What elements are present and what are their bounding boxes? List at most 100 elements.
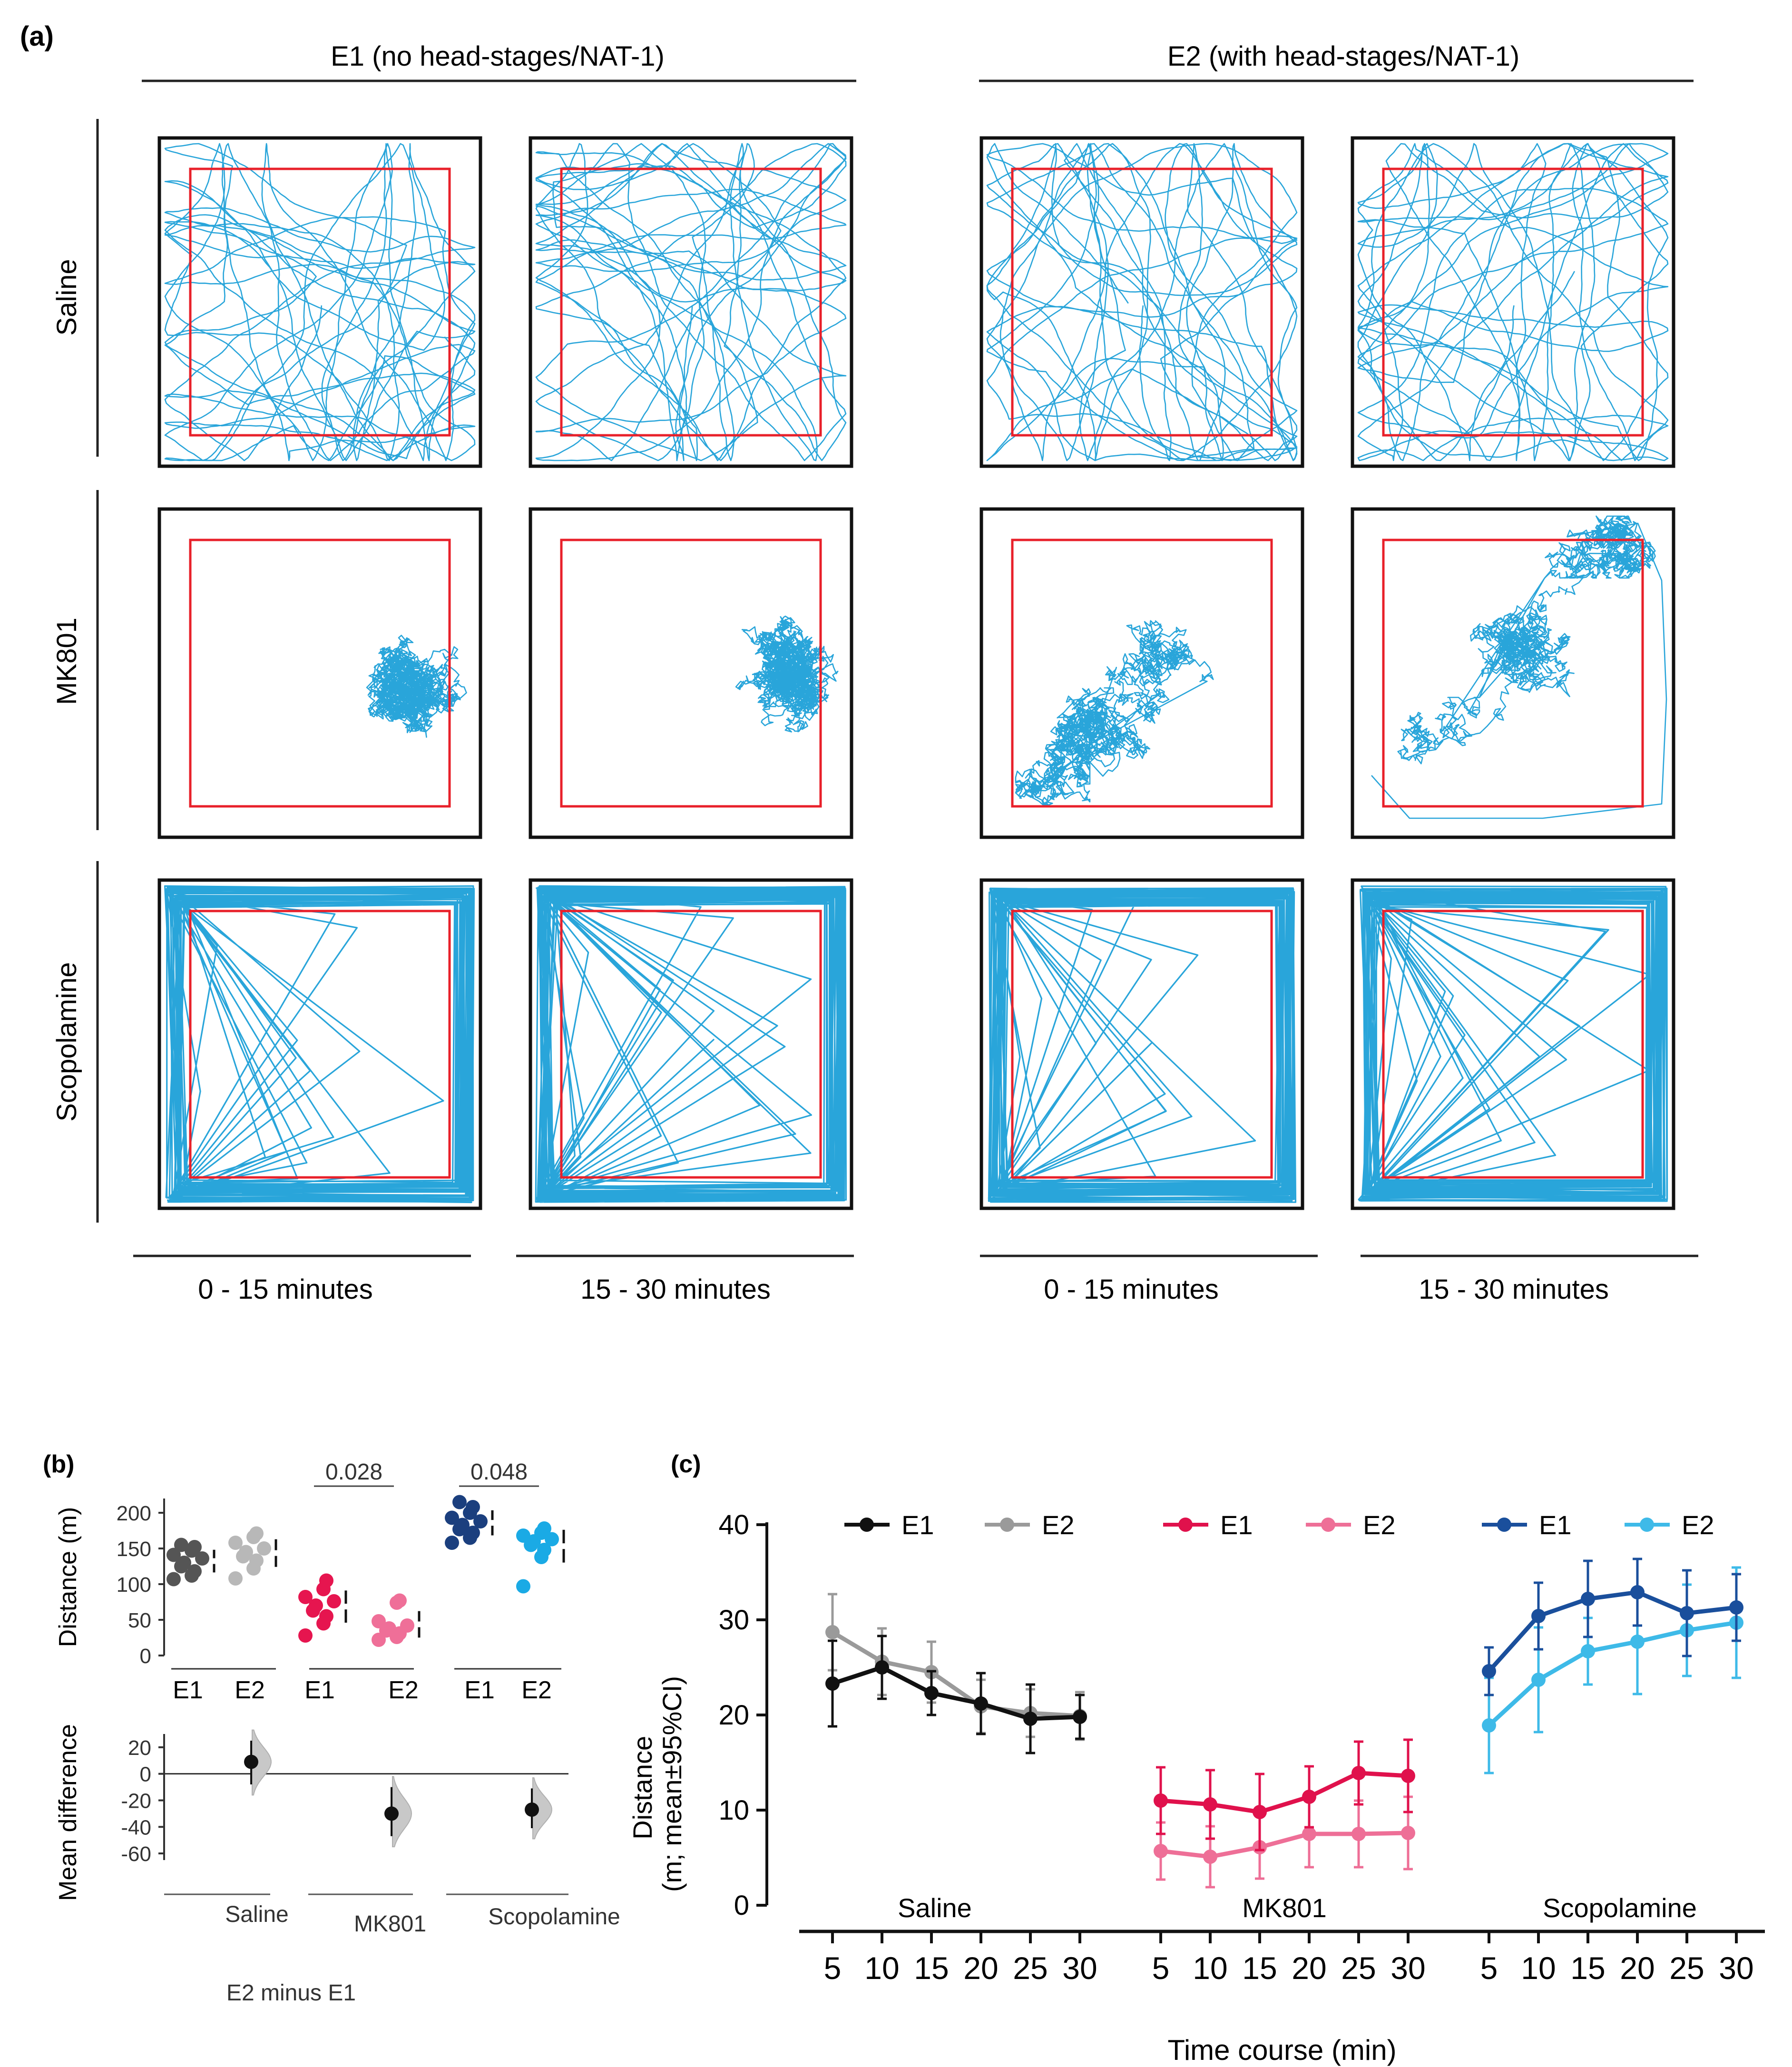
- b-bot-mean-diff-point: [244, 1754, 258, 1769]
- panel-a-label: (a): [20, 21, 54, 52]
- c-series-line: [1160, 1771, 1409, 1814]
- b-top-point: [537, 1543, 551, 1557]
- c-x-tick-label: 15: [1242, 1950, 1277, 1986]
- c-data-point: [1482, 1718, 1496, 1733]
- c-y-tick-label: 20: [718, 1700, 749, 1731]
- pvalue-scopolamine: 0.048: [470, 1460, 528, 1485]
- c-data-point: [1203, 1850, 1217, 1864]
- c-data-point: [1351, 1827, 1366, 1841]
- center-zone: [1382, 167, 1644, 437]
- b-top-point: [187, 1540, 202, 1554]
- b-top-mean-gap: [212, 1558, 216, 1564]
- c-data-point: [1302, 1827, 1316, 1841]
- row-label-scopolamine: Scopolamine: [51, 962, 82, 1121]
- c-legend-marker: [1321, 1518, 1335, 1532]
- b-top-mean-gap: [562, 1543, 566, 1549]
- arena-scopolamine-2: [529, 878, 853, 1210]
- b-top-point: [319, 1609, 333, 1624]
- c-x-tick-label: 30: [1062, 1950, 1097, 1986]
- b-bot-category-label: Saline: [225, 1902, 288, 1927]
- distance-swarm-plot: Distance (m) 0 50 100 150 200 E1 E2 E1 E2 E1 E2 0…: [54, 1460, 566, 1704]
- pvalue-mk801: 0.028: [325, 1460, 382, 1485]
- c-data-point: [1401, 1769, 1415, 1783]
- c-series-line: [1487, 1620, 1737, 1727]
- b-bot-tick-label: -20: [121, 1789, 151, 1812]
- arena-saline-1: [157, 136, 482, 468]
- c-data-point: [1581, 1592, 1595, 1606]
- c-ylabel: Distance (m; mean±95%CI): [627, 1676, 687, 1892]
- c-series-saline-e1: [825, 1635, 1087, 1754]
- b-top-point: [257, 1541, 271, 1556]
- c-series-mk801-e1: [1154, 1738, 1415, 1851]
- b-top-mean-gap: [417, 1621, 421, 1627]
- c-xlabel: Time course (min): [1167, 2034, 1396, 2066]
- c-series-scopolamine-e1: [1482, 1558, 1743, 1696]
- b-top-point: [249, 1526, 264, 1541]
- c-x-tick-label: 5: [1480, 1950, 1498, 1986]
- b-bot-tick-label: -60: [121, 1842, 151, 1866]
- arena-scopolamine-1: [157, 878, 482, 1210]
- c-legend-marker: [1178, 1518, 1193, 1532]
- center-zone: [189, 167, 451, 437]
- panel-c-label: (c): [671, 1450, 701, 1478]
- b-bot-bootstrap-distribution: [392, 1776, 412, 1848]
- b-top-point: [445, 1510, 459, 1525]
- c-ylabel-line2: (m; mean±95%CI): [657, 1676, 687, 1892]
- b-bot-ylabel: Mean difference: [54, 1724, 82, 1901]
- arena-scopolamine-3: [979, 878, 1304, 1210]
- c-series-line: [831, 1630, 1080, 1718]
- c-series-line: [832, 1665, 1080, 1721]
- c-legend-label: E2: [1042, 1510, 1075, 1540]
- b-top-point: [327, 1594, 341, 1608]
- b-top-point: [516, 1528, 530, 1543]
- trajectory-trace: [1371, 515, 1667, 819]
- c-legend-marker: [1497, 1518, 1511, 1532]
- c-data-point: [924, 1686, 939, 1700]
- c-legend-label: E2: [1363, 1510, 1396, 1540]
- time-label-e2-late: 15 - 30 minutes: [1419, 1274, 1609, 1305]
- c-x-tick-label: 30: [1719, 1950, 1753, 1986]
- b-top-tick-label: 50: [128, 1609, 151, 1632]
- row-label-mk801: MK801: [51, 617, 82, 705]
- c-data-point: [1581, 1644, 1595, 1658]
- b-top-point: [473, 1514, 488, 1528]
- c-legend-marker: [1000, 1518, 1014, 1532]
- b-top-point: [177, 1556, 191, 1570]
- b-top-point: [309, 1598, 323, 1613]
- mean-difference-plot: Mean difference 20 0 -20 -40 -60 Saline MK801…: [54, 1724, 620, 2006]
- c-x-tick-label: 15: [1570, 1950, 1605, 1986]
- c-data-point: [974, 1696, 988, 1711]
- b-bot-xlabel: E2 minus E1: [226, 1980, 356, 2006]
- c-x-tick-label: 5: [824, 1950, 842, 1986]
- center-zone: [560, 539, 822, 808]
- c-y-tick-label: 10: [718, 1795, 749, 1826]
- b-top-group-label: E2: [388, 1676, 419, 1704]
- c-group-label: MK801: [1242, 1893, 1326, 1923]
- center-zone: [1382, 539, 1644, 808]
- c-data-point: [1023, 1712, 1038, 1726]
- trajectory-trace: [986, 143, 1298, 461]
- b-top-point: [319, 1573, 333, 1588]
- c-data-point: [1203, 1797, 1217, 1812]
- b-top-tick-label: 200: [117, 1502, 151, 1525]
- c-x-tick-label: 25: [1341, 1950, 1376, 1986]
- b-top-point: [445, 1536, 459, 1550]
- b-top-point: [392, 1593, 407, 1608]
- c-data-point: [825, 1625, 840, 1639]
- center-zone: [189, 539, 451, 808]
- arena-frame: [1351, 136, 1675, 468]
- b-bot-tick-label: 0: [140, 1763, 151, 1786]
- c-group-label: Scopolamine: [1543, 1893, 1697, 1923]
- b-top-tick-label: 150: [117, 1538, 151, 1561]
- b-top-point: [228, 1571, 243, 1586]
- b-top-mean-gap: [344, 1604, 348, 1610]
- c-x-tick-label: 10: [1521, 1950, 1556, 1986]
- center-zone: [1011, 910, 1273, 1179]
- c-data-point: [1630, 1635, 1645, 1649]
- c-y-tick-label: 40: [718, 1509, 749, 1540]
- c-data-point: [1729, 1600, 1743, 1615]
- trajectory-trace: [535, 885, 847, 1203]
- b-top-point: [372, 1614, 386, 1628]
- c-x-tick-label: 10: [864, 1950, 899, 1986]
